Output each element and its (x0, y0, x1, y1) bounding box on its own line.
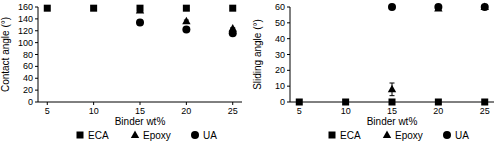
y-tick (35, 102, 38, 103)
x-tick-label: 15 (387, 106, 397, 116)
x-axis-label: Binder wt% (115, 116, 166, 127)
y-tick-label: 10 (275, 81, 285, 91)
y-tick (35, 42, 38, 43)
x-tick-label: 25 (228, 106, 238, 116)
x-tick-label: 15 (135, 106, 145, 116)
x-tick-label: 20 (181, 106, 191, 116)
plot-area (296, 3, 489, 106)
x-tick (93, 102, 94, 105)
legend-marker (383, 131, 391, 139)
y-tick-label: 120 (18, 26, 33, 36)
y-tick-label: 100 (18, 38, 33, 48)
legend: ECA Epoxy UA (77, 130, 218, 141)
point (481, 3, 489, 11)
legend-label: UA (203, 130, 217, 141)
y-tick-label: 0 (28, 97, 33, 107)
legend-label: ECA (340, 130, 361, 141)
y-tick-label: 40 (275, 34, 285, 44)
point (388, 85, 396, 93)
plot-area (44, 5, 237, 37)
point (481, 99, 488, 106)
y-tick (35, 66, 38, 67)
y-tick (35, 18, 38, 19)
point (435, 99, 442, 106)
y-tick (35, 54, 38, 55)
point (182, 26, 190, 34)
error-cap (390, 95, 395, 96)
legend: ECA Epoxy UA (329, 130, 470, 141)
y-tick (35, 30, 38, 31)
y-tick-label: 140 (18, 14, 33, 24)
legend-label: UA (455, 130, 469, 141)
panel: 0 10 20 30 40 50 60 5 10 15 20 25 Binder wt% Sliding … (252, 2, 494, 141)
y-tick (287, 54, 290, 55)
point (229, 29, 237, 37)
y-tick-label: 60 (275, 2, 285, 12)
y-tick (287, 102, 290, 103)
x-tick (186, 102, 187, 105)
x-tick (47, 102, 48, 105)
error-cap (390, 83, 395, 84)
legend-marker (131, 131, 139, 139)
y-tick (287, 70, 290, 71)
point (229, 5, 236, 12)
point (481, 3, 489, 11)
point (182, 17, 190, 25)
y-tick-label: 20 (275, 65, 285, 75)
y-axis-label: Sliding angle (°) (252, 19, 263, 90)
legend-marker (329, 132, 336, 139)
panel: 0 20 40 6080 100 120 140 160 5 10 15 20 25 Binder wt%… (0, 2, 242, 141)
point (434, 3, 442, 11)
point (342, 99, 349, 106)
legend-marker (77, 132, 84, 139)
y-tick-label: 40 (23, 73, 33, 83)
y-tick (35, 78, 38, 79)
y-axis-label: Contact angle (°) (0, 17, 11, 92)
y-tick-label: 30 (275, 50, 285, 60)
point (136, 18, 144, 26)
point (183, 5, 190, 12)
x-tick-label: 10 (89, 106, 99, 116)
legend-marker (191, 131, 199, 139)
legend-label: ECA (88, 130, 109, 141)
x-tick (232, 102, 233, 105)
point (90, 5, 97, 12)
y-tick (35, 7, 38, 8)
y-tick-label: 0 (280, 97, 285, 107)
x-tick-label: 5 (45, 106, 50, 116)
y-tick-label: 160 (18, 2, 33, 12)
y-tick-label: 20 (23, 85, 33, 95)
x-tick-label: 10 (341, 106, 351, 116)
legend-label: Epoxy (143, 130, 171, 141)
x-tick-label: 20 (433, 106, 443, 116)
y-tick (287, 38, 290, 39)
y-tick (287, 22, 290, 23)
point (44, 5, 51, 12)
y-tick-label: 80 (23, 50, 33, 60)
y-tick (35, 90, 38, 91)
figure: 020406080100120140160510152025Binder wt%… (0, 0, 500, 145)
y-tick (287, 7, 290, 8)
point (136, 6, 144, 14)
y-tick-label: 50 (275, 18, 285, 28)
point (388, 3, 396, 11)
x-axis-label: Binder wt% (367, 116, 418, 127)
point (296, 99, 303, 106)
x-tick (140, 102, 141, 105)
legend-label: Epoxy (395, 130, 423, 141)
legend-marker (443, 131, 451, 139)
y-tick-label: 60 (23, 61, 33, 71)
y-tick (287, 86, 290, 87)
x-tick-label: 25 (480, 106, 490, 116)
x-tick-label: 5 (297, 106, 302, 116)
point (389, 99, 396, 106)
